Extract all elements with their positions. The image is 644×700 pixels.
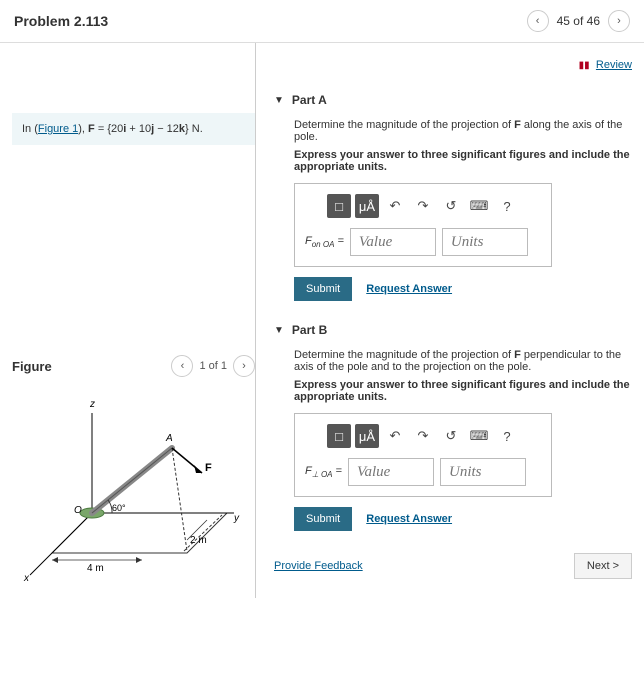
part-b-var-label: F⊥ OA = bbox=[305, 465, 342, 479]
svg-text:A: A bbox=[165, 433, 173, 444]
figure-diagram: z y x O A 60° F 4 bbox=[12, 393, 242, 583]
svg-text:F: F bbox=[205, 462, 212, 474]
prev-problem-button[interactable]: ‹ bbox=[527, 10, 549, 32]
review-link[interactable]: Review bbox=[596, 59, 632, 71]
undo-button[interactable]: ↶ bbox=[383, 424, 407, 448]
svg-text:x: x bbox=[23, 573, 30, 583]
keyboard-button[interactable]: ⌨ bbox=[467, 424, 491, 448]
flag-icon: ▮▮ bbox=[579, 60, 590, 71]
part-a-var-label: Fon OA = bbox=[305, 235, 344, 249]
part-a-title: Part A bbox=[292, 93, 327, 107]
templates-button[interactable]: □ bbox=[327, 194, 351, 218]
svg-text:4 m: 4 m bbox=[87, 563, 104, 574]
reset-button[interactable]: ↺ bbox=[439, 424, 463, 448]
keyboard-button[interactable]: ⌨ bbox=[467, 194, 491, 218]
next-figure-button[interactable]: › bbox=[233, 355, 255, 377]
figure-link[interactable]: Figure 1 bbox=[38, 123, 78, 135]
templates-button[interactable]: □ bbox=[327, 424, 351, 448]
part-b-answer-box: □ μÅ ↶ ↷ ↺ ⌨ ? F⊥ OA = bbox=[294, 413, 552, 497]
part-b-value-input[interactable] bbox=[348, 458, 434, 486]
symbols-button[interactable]: μÅ bbox=[355, 194, 379, 218]
part-b-question: Determine the magnitude of the projectio… bbox=[294, 349, 632, 373]
part-a-value-input[interactable] bbox=[350, 228, 436, 256]
part-b-title: Part B bbox=[292, 323, 327, 337]
reset-button[interactable]: ↺ bbox=[439, 194, 463, 218]
figure-position: 1 of 1 bbox=[199, 360, 227, 372]
redo-button[interactable]: ↷ bbox=[411, 424, 435, 448]
svg-text:60°: 60° bbox=[112, 503, 126, 513]
part-a-request-answer-link[interactable]: Request Answer bbox=[366, 283, 452, 295]
part-a-units-input[interactable] bbox=[442, 228, 528, 256]
problem-nav: ‹ 45 of 46 › bbox=[527, 10, 630, 32]
svg-text:O: O bbox=[74, 505, 82, 516]
part-b-submit-button[interactable]: Submit bbox=[294, 507, 352, 531]
problem-position: 45 of 46 bbox=[557, 14, 600, 28]
part-b-request-answer-link[interactable]: Request Answer bbox=[366, 513, 452, 525]
part-a-submit-button[interactable]: Submit bbox=[294, 277, 352, 301]
svg-text:z: z bbox=[89, 399, 95, 410]
part-a-answer-box: □ μÅ ↶ ↷ ↺ ⌨ ? Fon OA = bbox=[294, 183, 552, 267]
help-button[interactable]: ? bbox=[495, 424, 519, 448]
undo-button[interactable]: ↶ bbox=[383, 194, 407, 218]
part-a-instruction: Express your answer to three significant… bbox=[294, 149, 632, 173]
figure-heading: Figure bbox=[12, 359, 52, 374]
problem-prompt: In (Figure 1), F = {20i + 10j − 12k} N. bbox=[12, 113, 255, 145]
part-b-units-input[interactable] bbox=[440, 458, 526, 486]
help-button[interactable]: ? bbox=[495, 194, 519, 218]
next-problem-button[interactable]: › bbox=[608, 10, 630, 32]
svg-text:2 m: 2 m bbox=[190, 535, 207, 546]
part-b-instruction: Express your answer to three significant… bbox=[294, 379, 632, 403]
collapse-part-b[interactable]: ▼ bbox=[274, 325, 284, 336]
redo-button[interactable]: ↷ bbox=[411, 194, 435, 218]
provide-feedback-link[interactable]: Provide Feedback bbox=[274, 560, 363, 572]
next-button[interactable]: Next > bbox=[574, 553, 632, 579]
svg-text:y: y bbox=[233, 513, 240, 524]
prev-figure-button[interactable]: ‹ bbox=[171, 355, 193, 377]
collapse-part-a[interactable]: ▼ bbox=[274, 95, 284, 106]
symbols-button[interactable]: μÅ bbox=[355, 424, 379, 448]
part-a-question: Determine the magnitude of the projectio… bbox=[294, 119, 632, 143]
problem-title: Problem 2.113 bbox=[14, 13, 108, 29]
